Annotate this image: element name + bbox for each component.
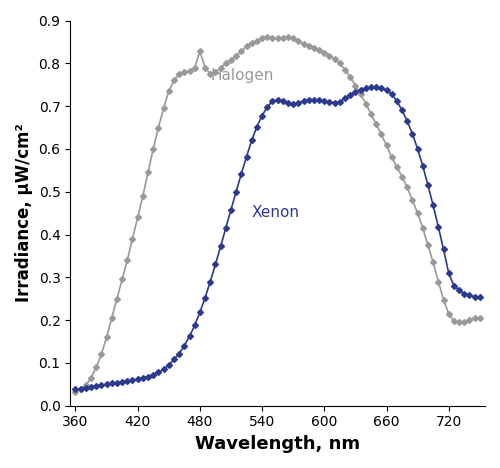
Halogen bbox=[311, 45, 317, 51]
X-axis label: Wavelength, nm: Wavelength, nm bbox=[195, 435, 360, 453]
Xenon bbox=[368, 84, 374, 90]
Halogen bbox=[233, 53, 239, 58]
Halogen bbox=[373, 121, 379, 127]
Xenon bbox=[72, 387, 78, 392]
Text: Halogen: Halogen bbox=[210, 68, 274, 83]
Y-axis label: Irradiance, μW/cm²: Irradiance, μW/cm² bbox=[15, 124, 33, 302]
Xenon bbox=[233, 189, 239, 195]
Halogen bbox=[264, 34, 270, 40]
Line: Halogen: Halogen bbox=[74, 35, 482, 394]
Xenon bbox=[182, 343, 188, 349]
Halogen bbox=[72, 389, 78, 395]
Halogen bbox=[182, 69, 188, 75]
Halogen bbox=[238, 49, 244, 54]
Xenon bbox=[373, 84, 379, 90]
Halogen bbox=[477, 315, 483, 321]
Halogen bbox=[171, 78, 177, 83]
Line: Xenon: Xenon bbox=[74, 85, 482, 392]
Text: Xenon: Xenon bbox=[252, 205, 300, 220]
Xenon bbox=[306, 97, 312, 102]
Xenon bbox=[171, 357, 177, 362]
Xenon bbox=[238, 171, 244, 176]
Xenon bbox=[477, 295, 483, 300]
